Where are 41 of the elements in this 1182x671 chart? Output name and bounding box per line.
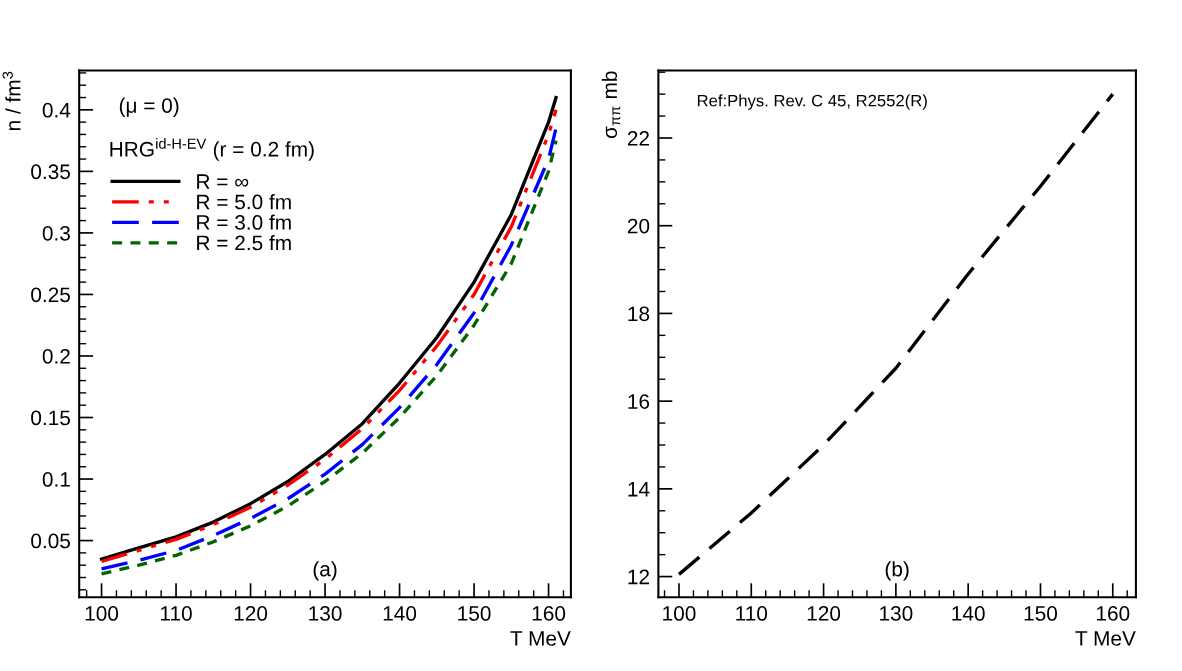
x-tick-label: 150 (458, 606, 491, 621)
x-tick-label: 150 (1024, 606, 1058, 621)
x-tick-label: 160 (532, 606, 566, 621)
legend-label: R = 5.0 fm (197, 194, 291, 210)
x-tick-label: 100 (85, 606, 119, 621)
x-tick-label: 110 (161, 606, 192, 621)
x-tick-label: 120 (807, 606, 841, 621)
y-tick-label: 0.25 (31, 287, 70, 303)
x-axis-title: T MeV (1075, 631, 1136, 646)
x-tick-label: 140 (383, 606, 417, 621)
y-tick-label: 0.3 (42, 225, 70, 241)
x-tick-label: 110 (736, 606, 768, 621)
x-axis-title: T MeV (510, 631, 571, 646)
x-tick-label: 100 (663, 606, 696, 621)
annotation: (μ = 0) (119, 97, 179, 118)
y-tick-label: 0.2 (42, 348, 70, 364)
y-tick-label: 12 (628, 569, 649, 585)
x-tick-label: 130 (880, 606, 913, 621)
annotation: Ref:Phys. Rev. C 45, R2552(R) (697, 94, 927, 110)
y-tick-label: 0.35 (31, 164, 70, 180)
annotation: (a) (313, 561, 337, 581)
y-tick-label: 0.15 (31, 410, 70, 426)
y-axis-title: σ$_{ππ}$ mb (601, 71, 621, 139)
annotation: (b) (885, 561, 909, 581)
x-tick-label: 140 (952, 606, 985, 621)
x-tick-label: 120 (234, 606, 268, 621)
y-tick-label: 0.05 (31, 533, 70, 549)
y-tick-label: 22 (627, 131, 649, 146)
y-tick-label: 20 (627, 218, 650, 234)
y-tick-label: 16 (628, 394, 650, 409)
legend-label: R = ∞ (197, 174, 249, 189)
y-tick-label: 0.4 (42, 102, 71, 118)
y-tick-label: 18 (628, 306, 650, 322)
y-tick-label: 0.1 (42, 472, 70, 487)
legend-label: R = 3.0 fm (197, 214, 291, 230)
x-tick-label: 130 (309, 606, 342, 621)
y-axis-title: n / fm$^{3}$ (2, 71, 21, 131)
annotation: HRG$^{id-H-EV}$ (r = 0.2 fm) (110, 138, 314, 161)
y-tick-label: 14 (628, 482, 650, 497)
legend-label: R = 2.5 fm (197, 235, 291, 251)
x-tick-label: 160 (1096, 606, 1130, 621)
